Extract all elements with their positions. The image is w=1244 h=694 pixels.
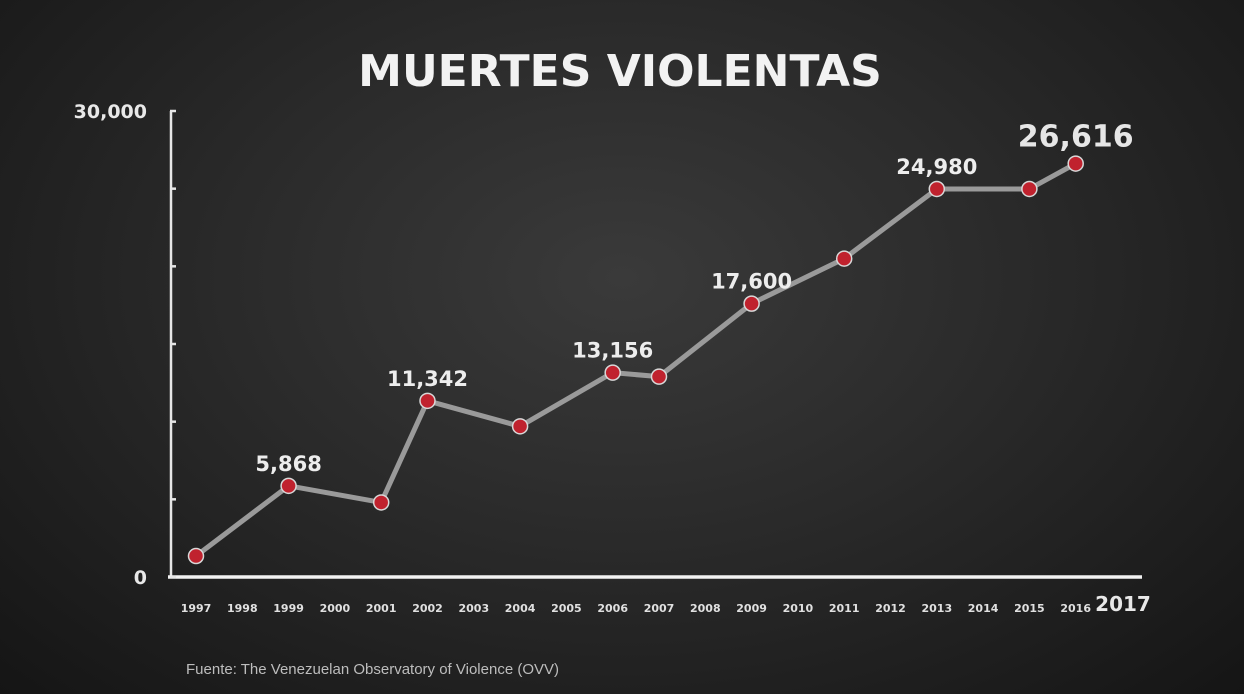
data-point [280, 477, 297, 495]
x-tick-label: 2011 [829, 602, 860, 615]
data-point [928, 180, 946, 198]
x-tick-label: 1998 [227, 602, 258, 615]
x-tick-label: 1997 [181, 602, 212, 615]
x-tick-label: 1999 [273, 602, 304, 615]
data-point [604, 364, 621, 381]
data-point [511, 418, 529, 435]
data-point [372, 494, 390, 511]
x-tick-label: 2012 [875, 602, 906, 615]
x-tick-label: 2001 [366, 602, 397, 615]
x-tick-label: 2002 [412, 602, 443, 615]
data-label: 5,868 [255, 452, 321, 476]
data-label: 26,616 [1018, 120, 1134, 155]
x-tick-label: 2017 [1095, 592, 1151, 616]
x-tick-label: 2006 [597, 602, 628, 615]
data-point [835, 250, 853, 267]
y-tick-label: 30,000 [74, 101, 147, 123]
data-series [187, 155, 1084, 565]
x-tick-label: 2004 [505, 602, 536, 615]
x-tick-label: 2003 [458, 602, 489, 615]
data-point [743, 295, 760, 312]
y-tick-label: 0 [134, 567, 147, 589]
x-tick-label: 2009 [736, 602, 767, 615]
data-label: 13,156 [572, 339, 653, 363]
x-tick-label: 2008 [690, 602, 721, 615]
x-tick-label: 2014 [968, 602, 999, 615]
x-tick-label: 2007 [644, 602, 675, 615]
data-label: 11,342 [387, 367, 468, 391]
x-tick-label: 2000 [320, 602, 351, 615]
x-tick-label: 2016 [1060, 602, 1091, 615]
data-label: 17,600 [711, 270, 792, 294]
chart-axes: 0 30,000 [74, 101, 1142, 589]
data-label: 24,980 [896, 155, 977, 179]
x-tick-label: 2010 [783, 602, 814, 615]
data-point [1021, 180, 1038, 198]
x-tick-label: 2015 [1014, 602, 1045, 615]
data-point [650, 368, 668, 385]
x-tick-label: 2013 [921, 602, 952, 615]
data-labels: 5,868 11,342 13,156 17,600 24,980 26,616 [255, 120, 1133, 476]
x-tick-label: 2005 [551, 602, 582, 615]
series-line [193, 161, 1079, 559]
data-point [419, 392, 436, 410]
source-note: Fuente: The Venezuelan Observatory of Vi… [186, 661, 559, 678]
data-point [1067, 155, 1084, 172]
chart-title: MUERTES VIOLENTAS [358, 46, 882, 97]
data-point [187, 547, 205, 565]
x-axis-labels: 1997 1998 1999 2000 2001 2002 2003 2004 2005 2006… [181, 592, 1151, 616]
